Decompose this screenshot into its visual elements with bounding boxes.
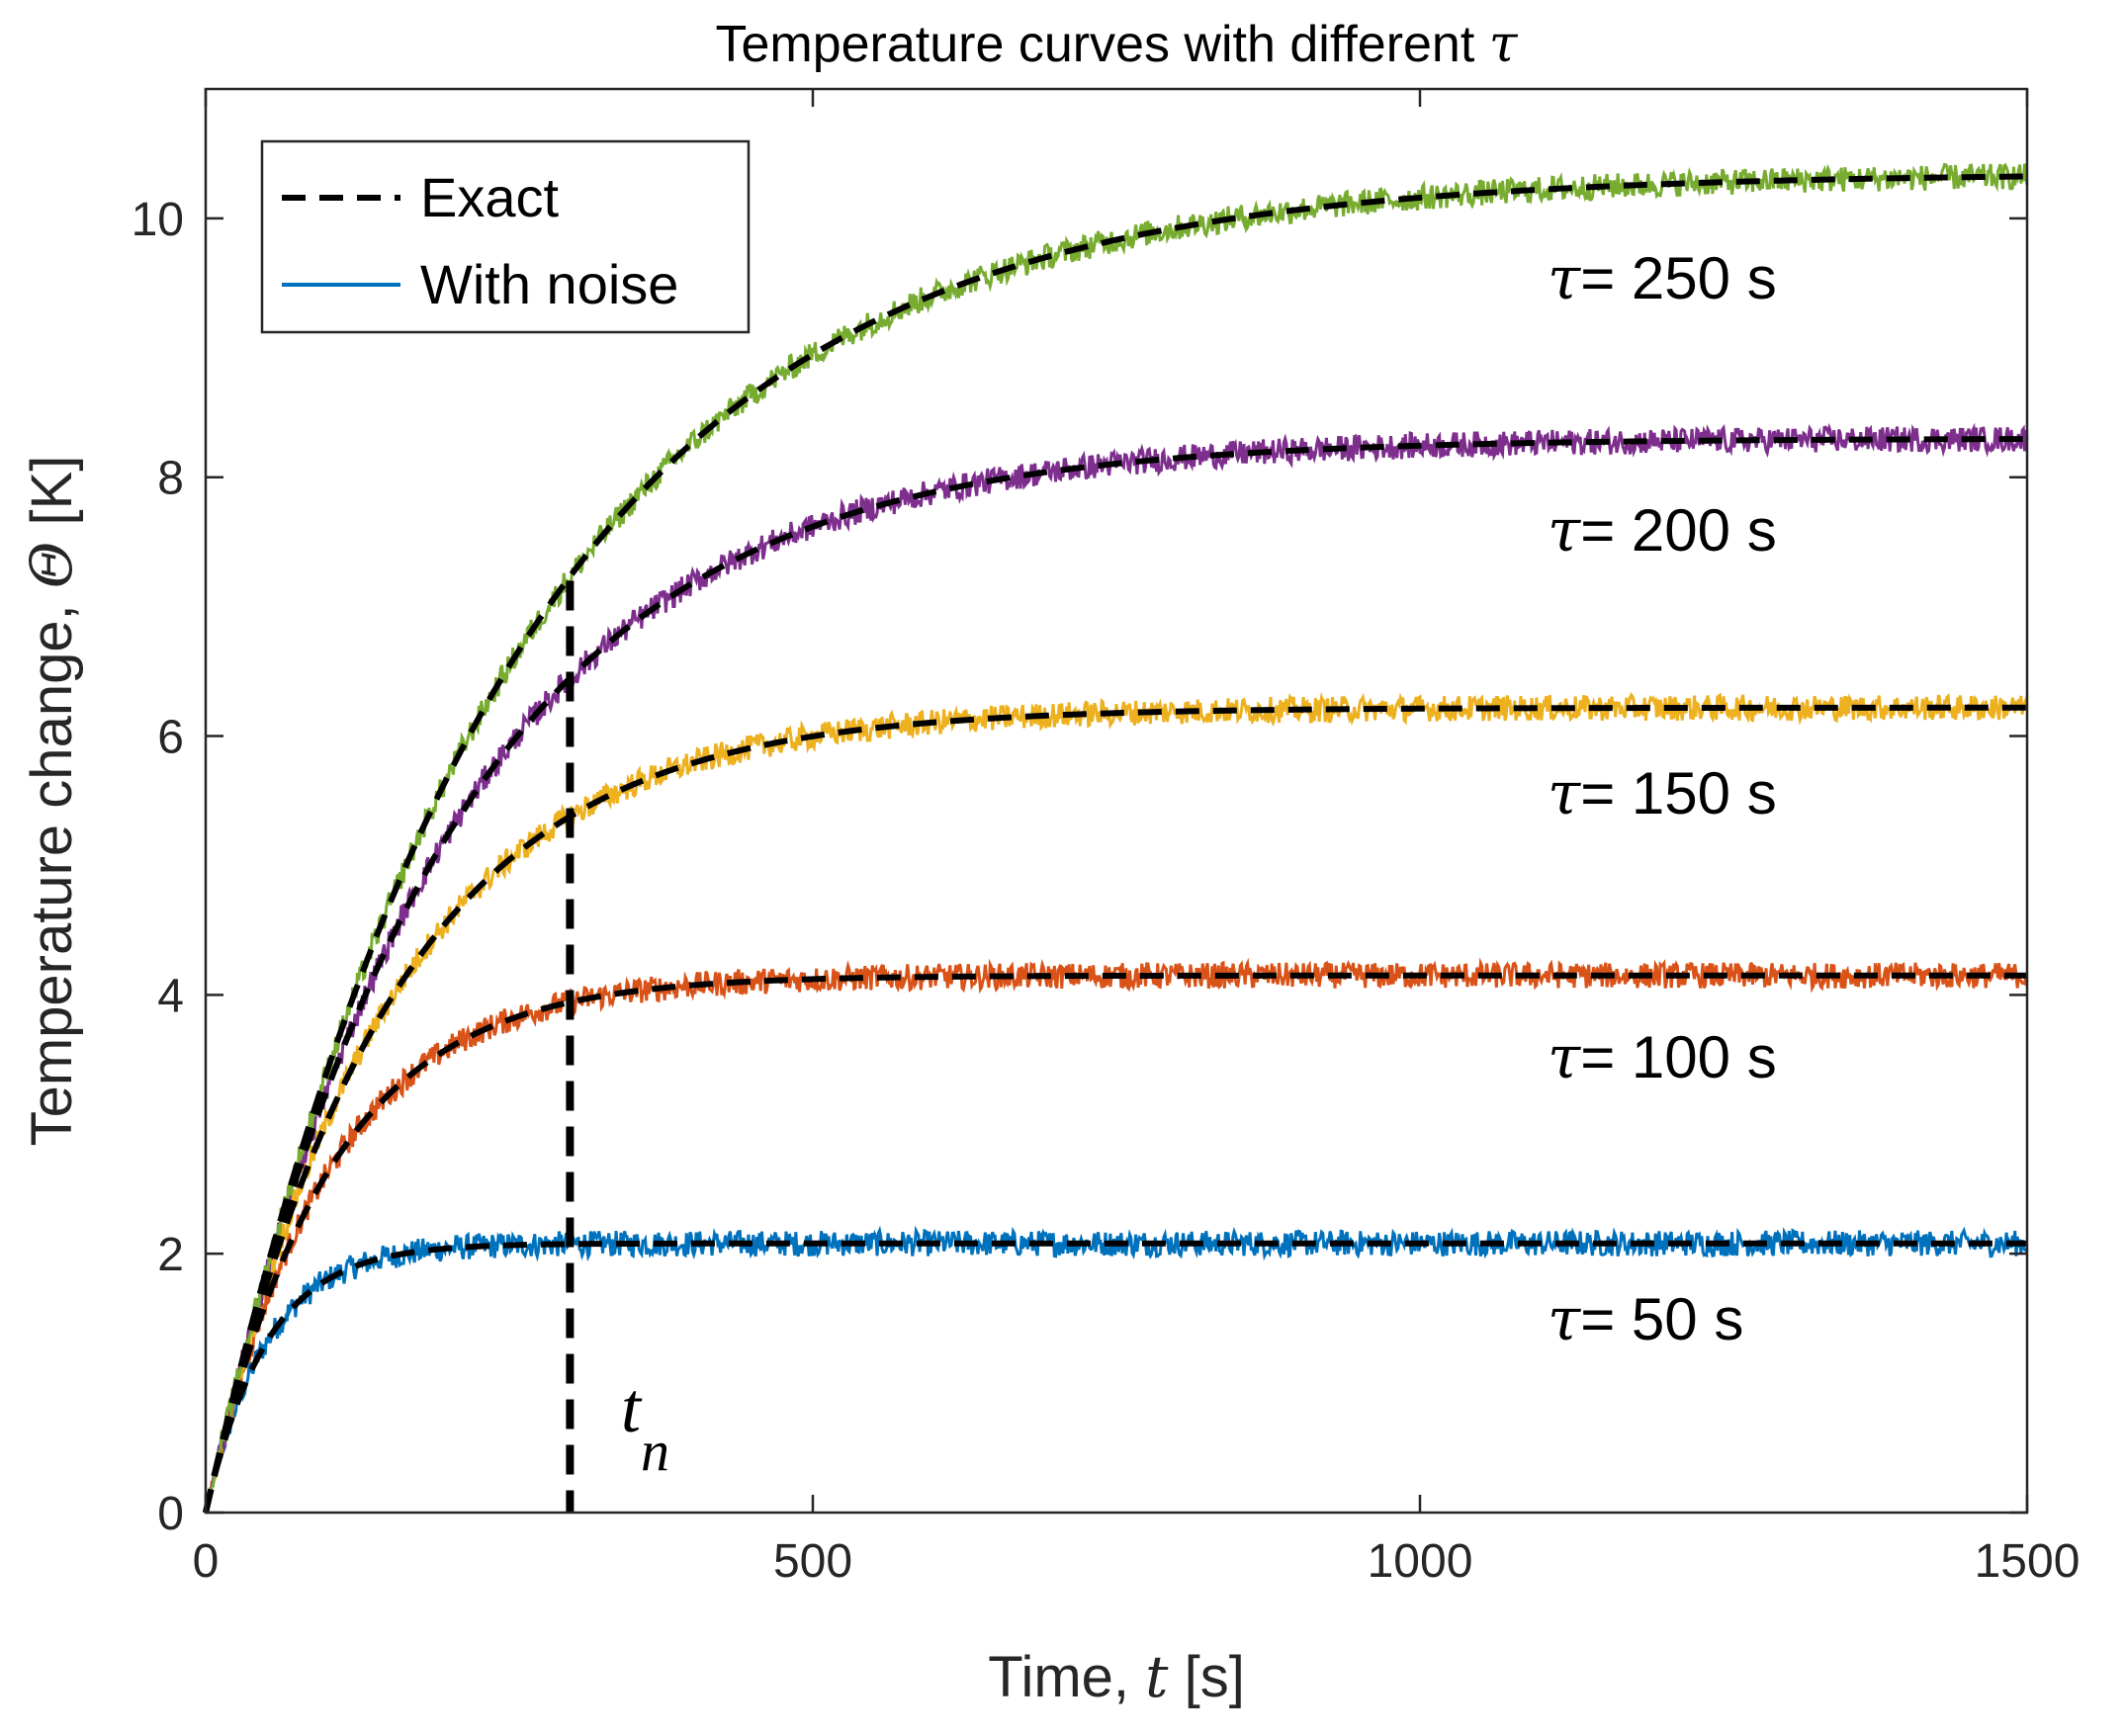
y-tick-label-8: 8: [157, 453, 184, 505]
exact-curve-tau-150: [203, 704, 2027, 1514]
chart-title: Temperature curves with different τ: [715, 15, 1518, 74]
x-axis-label: Time, t [s]: [988, 1643, 1245, 1710]
x-axis-symbol: t: [1145, 1643, 1169, 1710]
x-tick-label-1500: 1500: [1975, 1535, 2081, 1588]
y-tick-label-10: 10: [132, 194, 184, 246]
exact-curve-tau-200: [203, 436, 2027, 1514]
exact-curve-tau-100: [203, 972, 2027, 1514]
noisy-curve-tau-150: [204, 691, 2029, 1514]
y-tick-label-4: 4: [157, 970, 184, 1022]
y-tick-label-6: 6: [157, 712, 184, 764]
x-tick-label-0: 0: [193, 1535, 220, 1588]
noisy-curves: [204, 162, 2029, 1514]
title-tau-symbol: τ: [1489, 15, 1519, 74]
noisy-curve-tau-200: [204, 422, 2029, 1514]
series-label-50: τ= 50 s: [1548, 1285, 1743, 1354]
series-label-250: τ= 250 s: [1548, 244, 1777, 313]
tn-label: t: [621, 1368, 643, 1447]
series-label-100: τ= 100 s: [1548, 1023, 1777, 1092]
series-label-150: τ= 150 s: [1548, 759, 1777, 828]
y-axis-label: Temperature change, Θ [K]: [18, 456, 85, 1147]
ticks-layer: 0 500 1000 1500 0 2 4 6 8 10: [132, 89, 2081, 1588]
x-tick-label-1000: 1000: [1368, 1535, 1473, 1588]
exact-curve-tau-50: [203, 1240, 2027, 1514]
series-layer: [203, 162, 2029, 1514]
y-tick-label-0: 0: [157, 1488, 184, 1540]
y-axis-symbol: Θ: [18, 542, 85, 589]
series-labels: τ= 250 s τ= 200 s τ= 150 s τ= 100 s τ= 5…: [1548, 244, 1777, 1354]
axes-box: [204, 87, 2029, 1515]
legend: Exact With noise: [260, 139, 751, 334]
legend-box: [260, 139, 751, 334]
noisy-curve-tau-100: [204, 957, 2029, 1514]
y-tick-label-2: 2: [157, 1229, 184, 1281]
exact-curves: [203, 173, 2028, 1514]
series-label-200: τ= 200 s: [1548, 496, 1777, 565]
legend-noise-label: With noise: [420, 253, 678, 315]
legend-exact-label: Exact: [420, 166, 559, 228]
tn-subscript: n: [641, 1419, 669, 1483]
x-tick-label-500: 500: [773, 1535, 852, 1588]
exact-curve-tau-250: [203, 173, 2028, 1514]
